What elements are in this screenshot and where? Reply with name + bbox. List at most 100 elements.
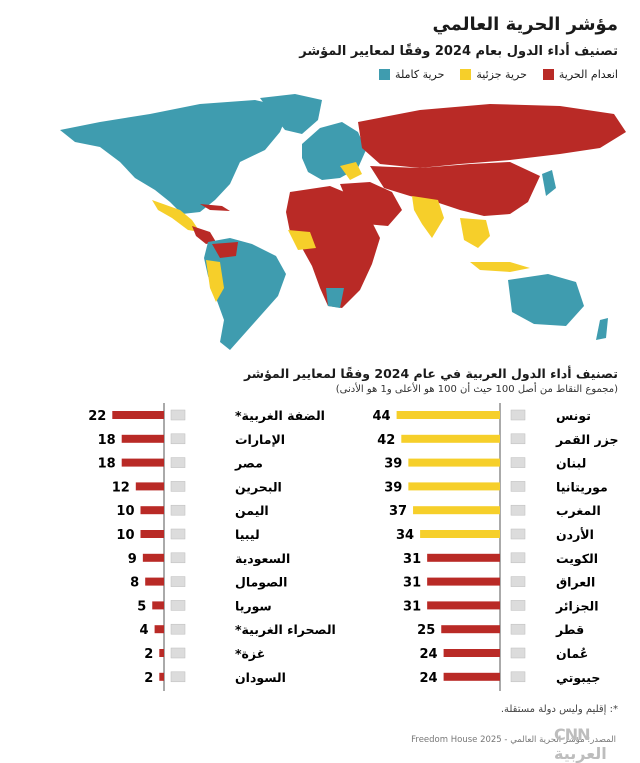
country-label: جزر القمر <box>555 432 618 447</box>
country-label: الصحراء الغربية* <box>235 622 336 637</box>
flag-icon <box>170 600 186 611</box>
country-label: الأردن <box>556 527 594 542</box>
country-label: السعودية <box>235 551 290 566</box>
flag-icon <box>170 528 186 540</box>
bar-value-label: 2 <box>144 671 153 686</box>
map-south-america <box>204 238 286 350</box>
map-cuba <box>200 204 230 211</box>
map-africa <box>286 186 380 308</box>
bar-value-label: 4 <box>140 623 149 638</box>
flag-icon <box>170 647 186 659</box>
country-label: موريتانيا <box>556 479 608 494</box>
flag-icon <box>170 504 186 516</box>
country-label: الجزائر <box>555 598 599 613</box>
flag-icon <box>510 576 526 587</box>
flag-icon <box>510 600 526 611</box>
flag-icon <box>170 576 186 587</box>
legend-label-partly-free: حرية جزئية <box>476 68 527 81</box>
flag-icon <box>510 433 526 445</box>
bar-value-label: 2 <box>144 647 153 662</box>
flag-icon <box>510 457 526 468</box>
legend-label-free: حرية كاملة <box>395 68 445 81</box>
country-label: ليبيا <box>235 527 260 542</box>
bar-right-10 <box>443 649 500 657</box>
bar-value-label: 42 <box>377 433 395 448</box>
arab-chart-subtitle: (مجموع النقاط من أصل 100 حيث أن 100 هو ا… <box>335 384 618 395</box>
bar-value-label: 31 <box>403 576 421 591</box>
bar-value-label: 34 <box>396 528 414 543</box>
map-japan <box>542 170 556 196</box>
map-mexico <box>152 200 200 232</box>
footnote: *: إقليم وليس دولة مستقلة. <box>500 704 618 715</box>
bar-right-7 <box>427 577 500 586</box>
bar-value-label: 39 <box>384 457 402 472</box>
bar-value-label: 22 <box>88 409 106 424</box>
cnn-arabic-logo: CNN العربية <box>554 725 608 763</box>
bar-value-label: 18 <box>98 433 116 448</box>
bar-value-label: 31 <box>403 599 421 614</box>
bar-right-8 <box>427 601 500 610</box>
map-australia <box>508 274 584 326</box>
bar-left-8 <box>152 601 164 610</box>
map-middle-east <box>340 182 402 226</box>
world-freedom-map <box>60 94 626 350</box>
bar-right-3 <box>408 482 500 491</box>
bar-left-4 <box>140 506 164 515</box>
country-label: قطر <box>555 622 584 637</box>
country-label: جيبوتي <box>556 670 600 685</box>
bar-left-11 <box>159 672 164 681</box>
bar-right-0 <box>396 411 500 419</box>
map-central-america <box>192 226 216 244</box>
bar-value-label: 8 <box>130 576 139 591</box>
bar-value-label: 10 <box>116 528 134 543</box>
country-label: الإمارات <box>235 432 285 447</box>
flag-icon <box>170 481 186 492</box>
country-label: الضفة الغربية* <box>235 408 325 423</box>
flag-icon <box>510 409 526 421</box>
legend-swatch-not-free <box>542 69 554 80</box>
legend-swatch-partly-free <box>460 69 472 80</box>
legend-swatch-free <box>379 69 391 80</box>
flag-icon <box>170 671 186 683</box>
map-russia <box>358 104 626 168</box>
flag-icon <box>170 409 186 421</box>
country-label: تونس <box>556 408 591 423</box>
bar-left-0 <box>112 411 164 419</box>
flag-icon <box>510 671 526 683</box>
country-label: السودان <box>235 670 286 685</box>
page-subtitle: تصنيف أداء الدول بعام 2024 وفقًا لمعايير… <box>299 44 618 59</box>
legend-label-not-free: انعدام الحرية <box>558 68 618 81</box>
map-eastern-europe <box>340 162 362 180</box>
source-note: المصدر: مؤشر الحرية العالمي - 2025 Freed… <box>411 735 616 745</box>
bar-value-label: 37 <box>389 504 407 519</box>
map-central-asia-china <box>370 162 540 216</box>
legend-item-free: حرية كاملة <box>379 68 444 81</box>
bar-value-label: 18 <box>98 457 116 472</box>
bar-value-label: 44 <box>373 409 391 424</box>
arab-chart-title: تصنيف أداء الدول العربية في عام 2024 وفق… <box>244 366 618 381</box>
flag-icon <box>510 528 526 540</box>
country-label: اليمن <box>235 503 269 518</box>
bar-value-label: 9 <box>128 552 137 567</box>
bar-right-2 <box>408 458 500 467</box>
bar-left-7 <box>145 577 164 586</box>
country-label: الصومال <box>235 575 287 590</box>
bar-right-11 <box>443 672 500 681</box>
country-label: مصر <box>234 456 263 471</box>
flag-icon <box>170 623 186 635</box>
country-label: سوريا <box>235 598 272 613</box>
bar-right-9 <box>441 625 500 634</box>
bar-right-5 <box>420 530 500 538</box>
bar-right-4 <box>413 506 500 515</box>
country-label: البحرين <box>235 479 282 494</box>
bar-value-label: 24 <box>420 647 438 662</box>
bar-left-5 <box>140 530 164 538</box>
flag-icon <box>510 481 526 492</box>
map-india <box>412 196 444 238</box>
map-greenland <box>260 94 322 134</box>
map-southeast-asia <box>460 218 490 248</box>
legend-item-not-free: انعدام الحرية <box>542 68 618 81</box>
bar-value-label: 12 <box>112 480 130 495</box>
bar-left-1 <box>121 434 164 443</box>
